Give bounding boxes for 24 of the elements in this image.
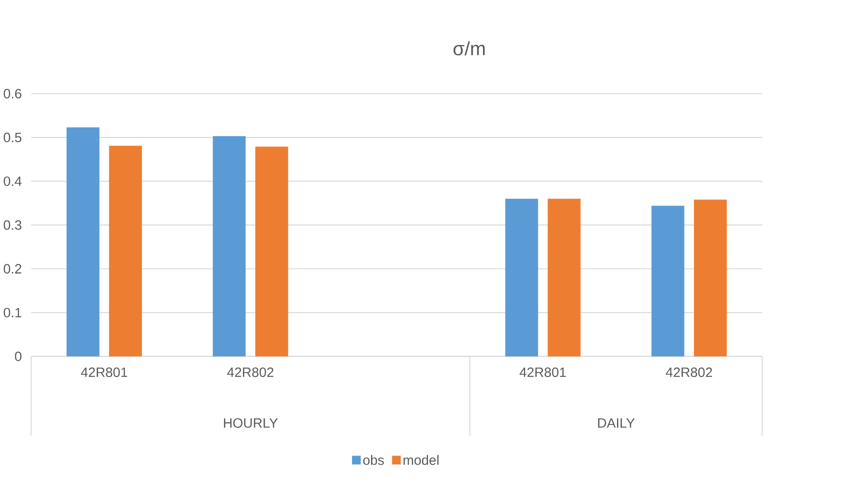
bar — [66, 127, 100, 356]
x-tick-label: 42R801 — [80, 367, 128, 377]
y-tick-label: 0.2 — [4, 264, 22, 274]
bar — [255, 146, 288, 356]
bar — [548, 198, 581, 356]
text: DAILY — [598, 418, 635, 428]
x-tick-label: 42R802 — [666, 367, 712, 377]
y-tick-label: 0.5 — [4, 132, 22, 142]
bar — [212, 136, 246, 356]
y-tick-label: 0.3 — [4, 220, 22, 230]
bar — [505, 198, 538, 356]
text: HOURLY — [224, 418, 278, 428]
bar — [651, 206, 684, 356]
bar — [694, 199, 727, 356]
y-tick-label: 0.1 — [4, 308, 22, 318]
x-tick-label: 42R801 — [520, 367, 566, 377]
y-tick-label: 0.4 — [4, 176, 22, 186]
y-tick-label: 0 — [14, 351, 22, 361]
legend-label: model — [404, 454, 438, 465]
y-tick-label: 0.6 — [4, 88, 22, 98]
x-tick-label: 42R802 — [227, 367, 274, 377]
legend-label: obs — [363, 454, 384, 465]
chart-title: σ/m — [454, 40, 485, 56]
bar — [109, 146, 142, 356]
